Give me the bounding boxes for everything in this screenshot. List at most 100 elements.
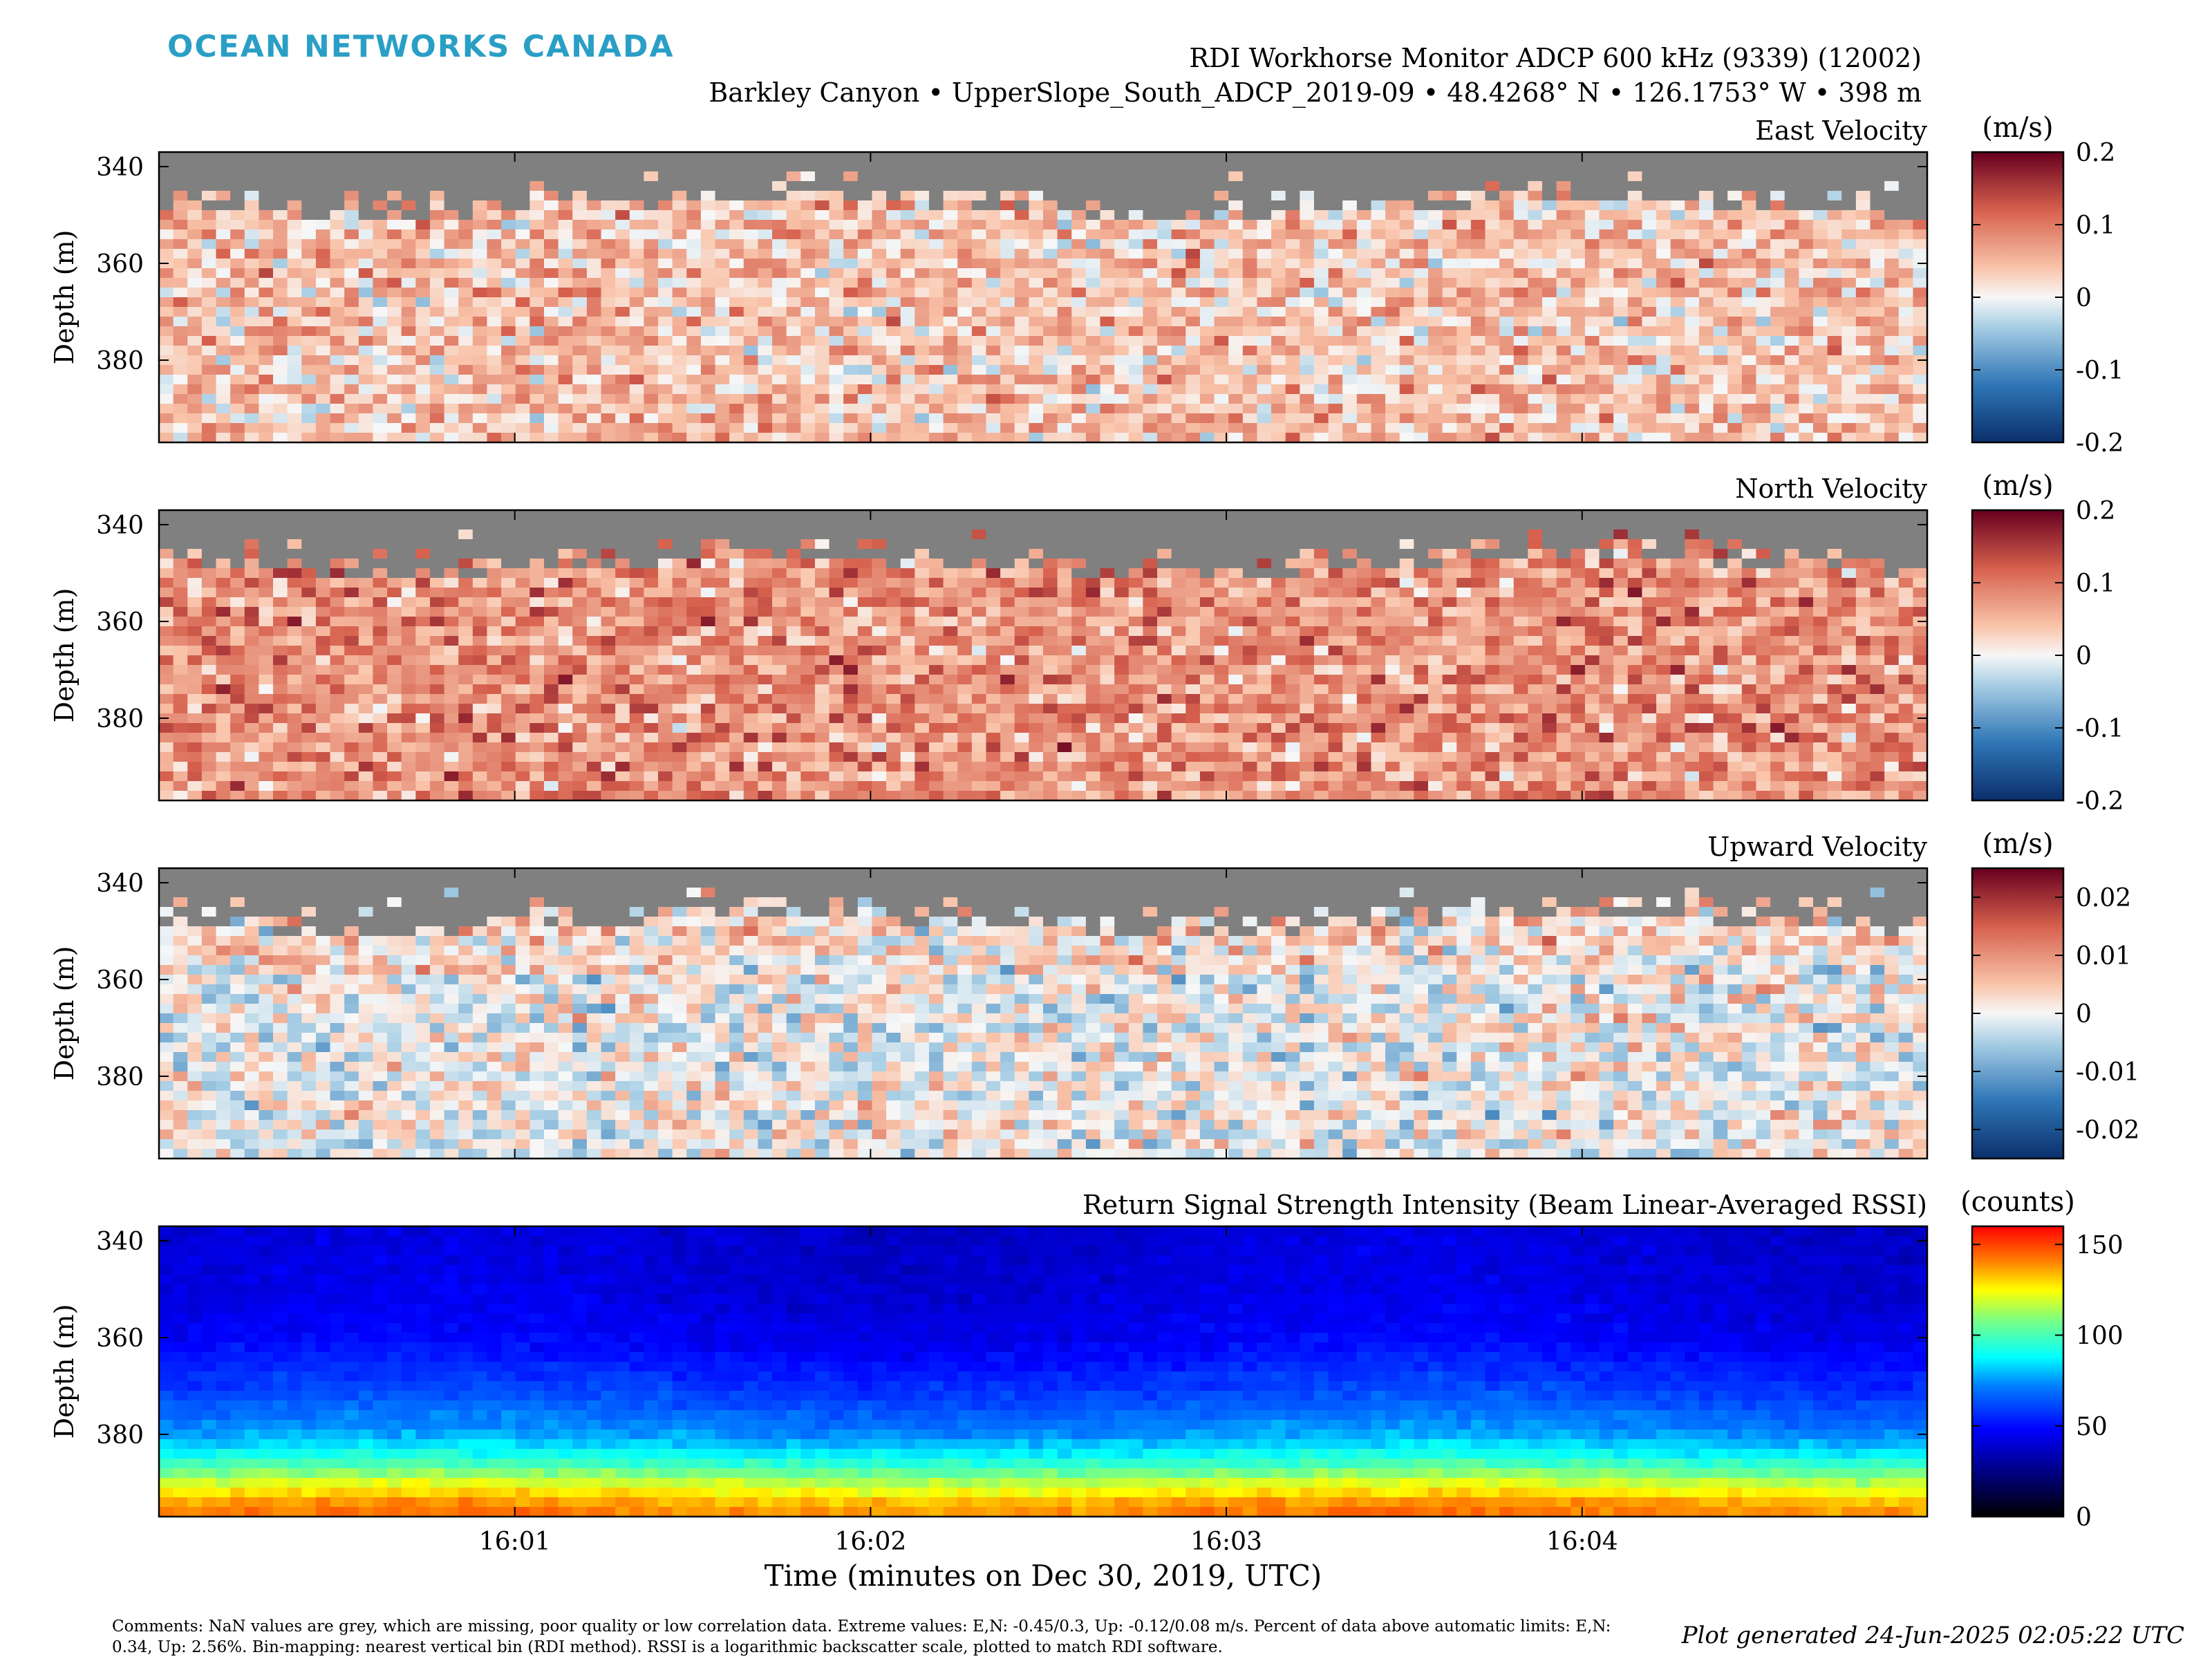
heatmap-cell	[786, 433, 801, 443]
heatmap-cell	[358, 278, 374, 288]
heatmap-cell	[758, 162, 773, 172]
heatmap-cells	[159, 510, 1928, 801]
heatmap-cell	[1157, 239, 1172, 250]
heatmap-cell	[872, 181, 887, 191]
heatmap-cell	[857, 297, 873, 308]
heatmap-cell	[1627, 336, 1643, 346]
heatmap-cell	[629, 520, 644, 530]
heatmap-cell	[1799, 200, 1814, 211]
heatmap-cell	[1599, 297, 1614, 308]
heatmap-cell	[1043, 326, 1058, 337]
heatmap-cell	[1071, 355, 1087, 366]
heatmap-cell	[373, 559, 388, 569]
heatmap-cell	[772, 384, 787, 395]
heatmap-cell	[1100, 239, 1115, 250]
heatmap-cell	[330, 171, 345, 182]
heatmap-cell	[1342, 268, 1358, 279]
heatmap-cell	[315, 607, 331, 617]
heatmap-cell	[1014, 239, 1029, 250]
heatmap-cell	[743, 549, 759, 559]
heatmap-cell	[772, 355, 787, 366]
heatmap-cell	[415, 510, 431, 521]
heatmap-cell	[1741, 229, 1757, 240]
heatmap-cell	[259, 210, 274, 221]
heatmap-cell	[1513, 210, 1528, 221]
heatmap-cell	[843, 181, 859, 191]
heatmap-cell	[1727, 220, 1743, 230]
heatmap-cell	[700, 704, 716, 714]
heatmap-cell	[686, 162, 702, 172]
heatmap-cell	[772, 268, 787, 279]
heatmap-cell	[429, 375, 445, 385]
heatmap-cell	[401, 394, 416, 404]
heatmap-cell	[686, 636, 702, 646]
heatmap-cell	[943, 394, 958, 404]
heatmap-cell	[658, 336, 673, 346]
heatmap-cell	[273, 626, 288, 637]
heatmap-cell	[415, 568, 431, 579]
heatmap-cell	[1571, 413, 1586, 424]
heatmap-cell	[772, 423, 787, 433]
heatmap-cell	[772, 181, 787, 191]
heatmap-cell	[843, 288, 859, 298]
heatmap-cell	[1414, 404, 1429, 414]
heatmap-cell	[729, 713, 744, 724]
heatmap-cell	[358, 733, 374, 743]
heatmap-cell	[629, 588, 644, 598]
heatmap-cell	[629, 607, 644, 617]
heatmap-cell	[957, 220, 973, 230]
heatmap-cell	[201, 704, 217, 714]
heatmap-cell	[1085, 220, 1101, 230]
heatmap-cell	[1898, 423, 1913, 433]
heatmap-cell	[230, 568, 245, 579]
heatmap-cell	[1584, 326, 1600, 337]
heatmap-cell	[1000, 375, 1015, 385]
heatmap-cell	[244, 733, 259, 743]
heatmap-cell	[330, 278, 345, 288]
heatmap-cell	[259, 597, 274, 608]
heatmap-cell	[1812, 220, 1828, 230]
heatmap-cell	[1300, 355, 1315, 366]
heatmap-cell	[387, 617, 402, 627]
heatmap-cell	[586, 771, 602, 782]
heatmap-cell	[1784, 297, 1799, 308]
heatmap-cell	[1328, 326, 1343, 337]
heatmap-cell	[644, 607, 659, 617]
heatmap-cell	[843, 317, 859, 327]
heatmap-cell	[529, 791, 545, 801]
heatmap-cell	[758, 394, 773, 404]
heatmap-cell	[686, 529, 702, 540]
heatmap-cell	[1171, 200, 1186, 211]
heatmap-cell	[1884, 355, 1900, 366]
heatmap-cell	[1214, 229, 1229, 240]
heatmap-cell	[1841, 375, 1857, 385]
heatmap-cell	[515, 607, 530, 617]
heatmap-cell	[1499, 404, 1515, 414]
heatmap-cell	[515, 229, 530, 240]
heatmap-cell	[572, 723, 588, 733]
heatmap-cell	[472, 597, 488, 608]
heatmap-cell	[1328, 413, 1343, 424]
heatmap-cell	[1827, 152, 1842, 162]
heatmap-cell	[173, 636, 188, 646]
heatmap-cell	[1584, 423, 1600, 433]
heatmap-cell	[1656, 210, 1671, 221]
heatmap-cell	[373, 723, 388, 733]
heatmap-cell	[1556, 346, 1571, 356]
heatmap-cell	[1627, 423, 1643, 433]
heatmap-cell	[444, 191, 459, 201]
heatmap-cell	[729, 317, 744, 327]
heatmap-cell	[472, 404, 488, 414]
heatmap-cell	[358, 617, 374, 627]
heatmap-cell	[1913, 336, 1928, 346]
heatmap-cell	[857, 210, 873, 221]
heatmap-cell	[1799, 433, 1814, 443]
heatmap-cell	[1799, 268, 1814, 279]
heatmap-cell	[1584, 162, 1600, 172]
heatmap-cell	[672, 655, 687, 666]
heatmap-cell	[1698, 384, 1714, 395]
heatmap-cell	[1599, 404, 1614, 414]
heatmap-cell	[1542, 200, 1557, 211]
heatmap-cell	[1656, 288, 1671, 298]
heatmap-cell	[301, 346, 317, 356]
